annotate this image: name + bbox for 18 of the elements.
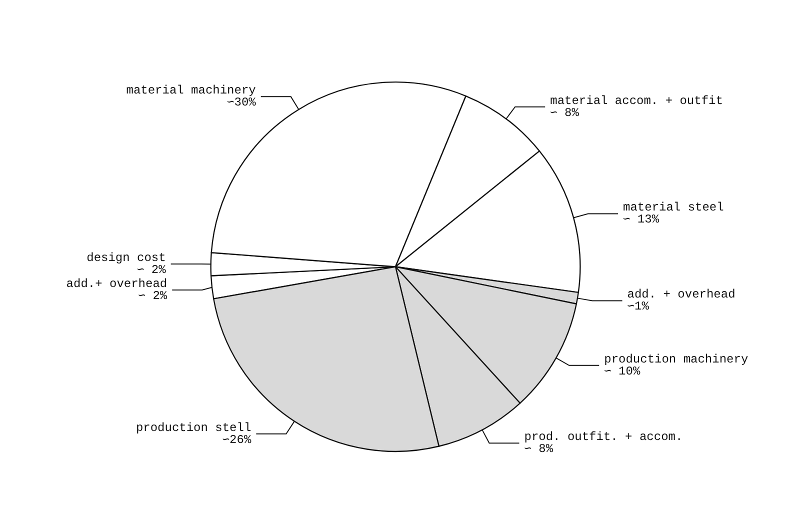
slice-label: material steel: [623, 200, 724, 215]
slice-label: material machinery: [126, 84, 256, 98]
slice-label: material accom. + outfit: [550, 94, 723, 108]
data-label: ∽26%: [222, 432, 252, 447]
slice-label: design cost: [86, 250, 166, 265]
slice-label: add.+ overhead: [66, 276, 168, 291]
data-label: ∽ 13%: [623, 212, 660, 227]
slice-label: production stell: [136, 420, 252, 435]
slice-label: production machinery: [604, 352, 748, 366]
data-label: ∽30%: [227, 96, 257, 110]
slice-label: add. + overhead: [627, 288, 736, 302]
data-label: ∽1%: [627, 300, 650, 314]
data-label: ∽ 2%: [138, 288, 168, 303]
data-label: ∽ 2%: [137, 262, 167, 277]
data-label: ∽ 10%: [604, 364, 641, 378]
data-label: ∽ 8%: [550, 106, 580, 120]
slice-label: prod. outfit. + accom.: [524, 430, 683, 444]
data-label: ∽ 8%: [524, 442, 554, 456]
